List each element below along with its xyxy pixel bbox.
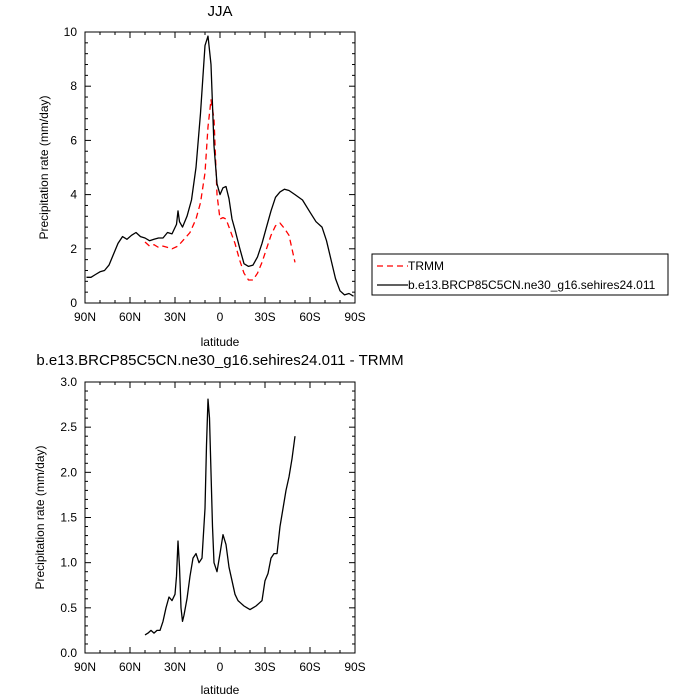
x-tick-label: 60N bbox=[119, 660, 141, 674]
y-tick-label: 6 bbox=[70, 133, 77, 147]
x-tick-label: 30N bbox=[164, 660, 186, 674]
series-line-difference bbox=[144, 398, 296, 636]
chart-title-0: JJA bbox=[207, 3, 232, 20]
x-tick-label: 0 bbox=[217, 310, 224, 324]
series-line-trmm bbox=[144, 99, 296, 281]
plot-frame-1 bbox=[84, 381, 356, 654]
x-tick-label: 60S bbox=[299, 660, 320, 674]
x-tick-label: 30S bbox=[254, 310, 275, 324]
y-tick-label: 3.0 bbox=[60, 375, 77, 389]
legend-label: b.e13.BRCP85C5CN.ne30_g16.sehires24.011 bbox=[408, 278, 656, 292]
x-axis-label: latitude bbox=[201, 335, 240, 349]
x-tick-label: 60S bbox=[299, 310, 320, 324]
y-tick-label: 1.5 bbox=[60, 511, 77, 525]
series-line-b-e13-brcp85c5cn-ne30-g16-sehires24-011 bbox=[86, 35, 354, 297]
y-tick-label: 0.5 bbox=[60, 601, 77, 615]
y-tick-label: 2.0 bbox=[60, 465, 77, 479]
plot-frame-0 bbox=[84, 31, 356, 304]
x-tick-label: 90S bbox=[344, 310, 365, 324]
y-tick-label: 10 bbox=[64, 25, 78, 39]
y-tick-label: 2 bbox=[70, 242, 77, 256]
y-tick-label: 1.0 bbox=[60, 556, 77, 570]
x-tick-label: 60N bbox=[119, 310, 141, 324]
x-tick-label: 30N bbox=[164, 310, 186, 324]
chart-title-1: b.e13.BRCP85C5CN.ne30_g16.sehires24.011 … bbox=[36, 352, 403, 369]
x-tick-label: 90N bbox=[74, 660, 96, 674]
y-axis-label: Precipitation rate (mm/day) bbox=[37, 95, 51, 239]
y-tick-label: 4 bbox=[70, 188, 77, 202]
y-axis-label: Precipitation rate (mm/day) bbox=[33, 445, 47, 589]
x-tick-label: 0 bbox=[217, 660, 224, 674]
y-tick-label: 2.5 bbox=[60, 420, 77, 434]
y-tick-label: 0.0 bbox=[60, 646, 77, 660]
legend-box bbox=[371, 253, 669, 296]
x-tick-label: 90S bbox=[344, 660, 365, 674]
legend-label: TRMM bbox=[408, 259, 444, 273]
x-axis-label: latitude bbox=[201, 683, 240, 697]
x-tick-label: 30S bbox=[254, 660, 275, 674]
x-tick-label: 90N bbox=[74, 310, 96, 324]
y-tick-label: 0 bbox=[70, 296, 77, 310]
y-tick-label: 8 bbox=[70, 79, 77, 93]
